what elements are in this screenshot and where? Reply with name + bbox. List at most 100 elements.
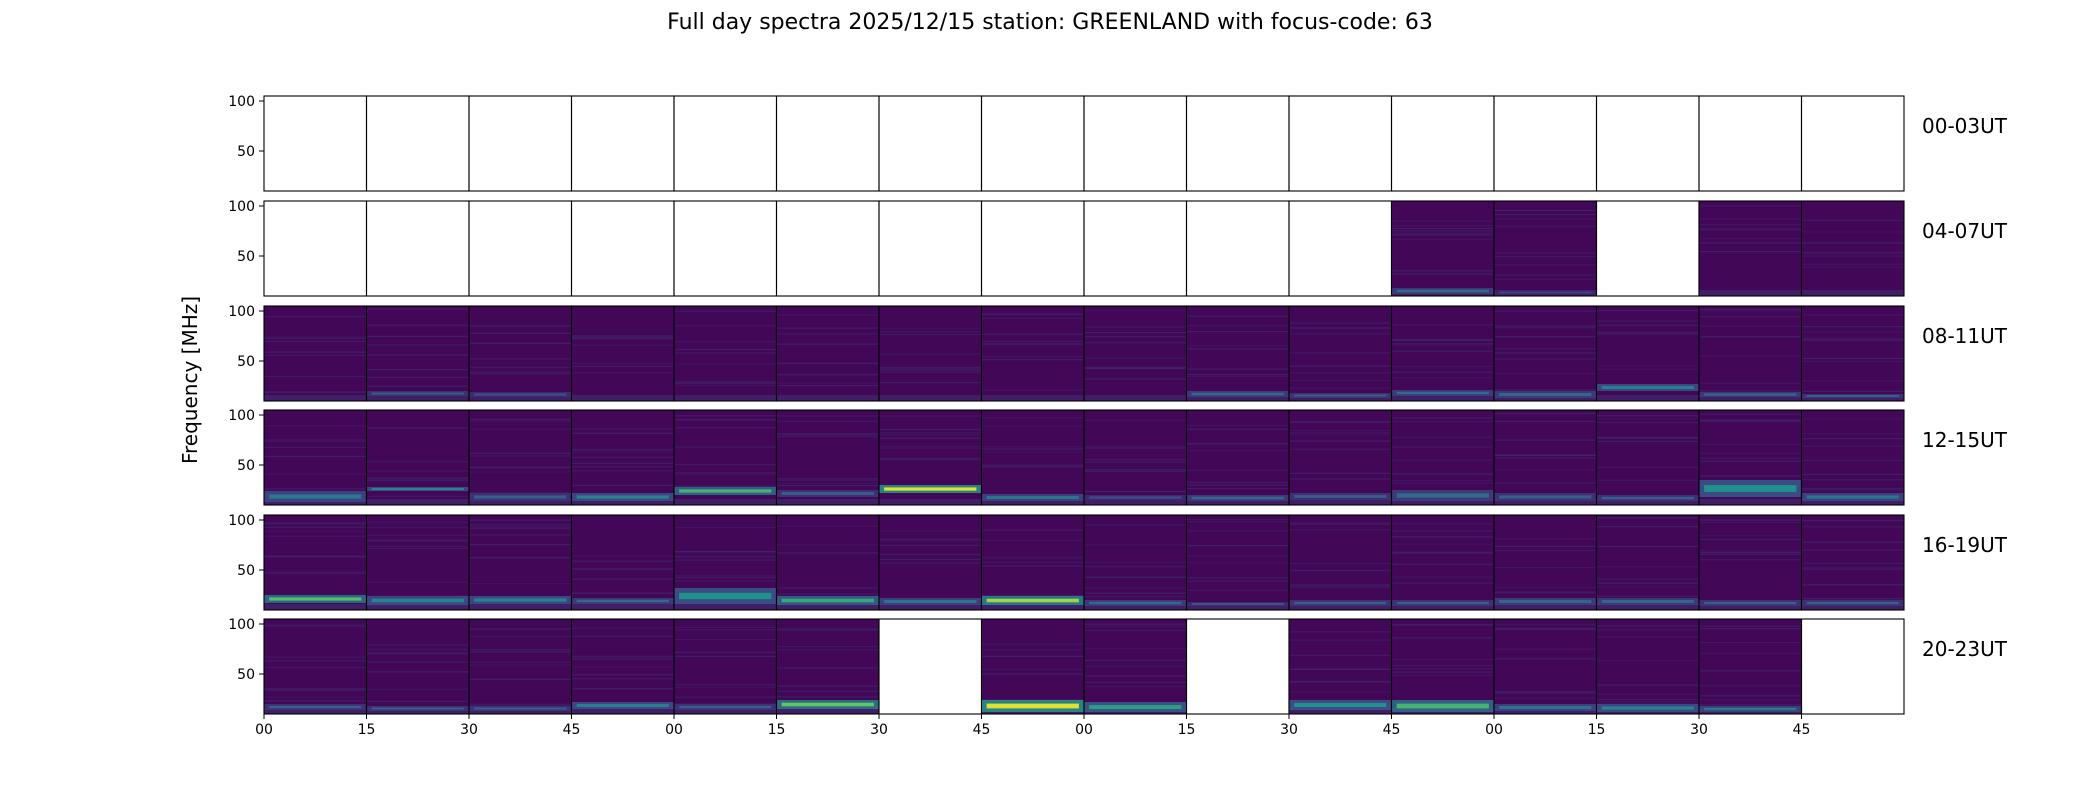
spectrum-texture-line — [981, 448, 1084, 450]
spectrum-texture-line — [1699, 460, 1802, 462]
spectrum-panel — [980, 305, 1085, 402]
spectrum-band-core — [1089, 601, 1182, 605]
spectrum-band-core — [884, 600, 977, 603]
spectrum-noise-floor — [674, 604, 777, 610]
spectrum-texture-line — [1801, 380, 1904, 382]
spectrum-noise-floor — [776, 499, 879, 505]
spectrum-texture-line — [1391, 665, 1494, 667]
spectrum-texture-line — [1084, 490, 1187, 492]
spectrum-panel — [1800, 409, 1905, 506]
spectrum-texture-line — [1801, 326, 1904, 328]
spectrum-texture-line — [981, 643, 1084, 645]
spectrum-texture-line — [674, 626, 777, 629]
spectrum-noise-floor — [776, 708, 879, 714]
spectrum-panel — [1493, 200, 1598, 297]
spectrum-texture-line — [1084, 681, 1187, 683]
spectrum-texture-line — [674, 485, 777, 487]
spectrum-panel — [263, 409, 368, 506]
panel-frame — [878, 618, 983, 715]
spectrum-texture-line — [1391, 637, 1494, 639]
spectrum-texture-line — [1494, 469, 1597, 471]
spectra-row-04-07ut: 100 50 04-07UT — [228, 199, 2008, 297]
spectrum-texture-line — [879, 327, 982, 329]
spectrum-texture-line — [1289, 631, 1392, 633]
spectrum-texture-line — [1289, 322, 1392, 324]
spectrum-texture-line — [879, 371, 982, 373]
spectrum-texture-line — [879, 429, 982, 431]
spectrum-texture-line — [1289, 691, 1392, 693]
spectrum-background — [1699, 201, 1802, 296]
spectrum-texture-line — [1494, 209, 1597, 212]
spectrum-texture-line — [264, 315, 367, 318]
spectrum-panel — [570, 305, 675, 402]
spectrum-panel — [1390, 618, 1495, 715]
spectrum-texture-line — [264, 439, 367, 441]
spectrum-background — [776, 619, 879, 714]
spectrum-panel — [1083, 95, 1188, 192]
spectrum-texture-line — [981, 556, 1084, 558]
spectrum-texture-line — [981, 565, 1084, 567]
spectrum-texture-line — [1596, 636, 1699, 638]
spectrum-texture-line — [674, 348, 777, 351]
x-tick-label: 30 — [460, 722, 478, 738]
spectrum-texture-line — [1596, 440, 1699, 443]
panel-frame — [1083, 200, 1188, 297]
spectrum-band-core — [1294, 394, 1387, 397]
spectrum-band-core — [576, 495, 669, 499]
spectrum-texture-line — [264, 572, 367, 575]
spectrum-texture-line — [1596, 526, 1699, 528]
spectrum-texture-line — [366, 581, 469, 583]
spectrum-texture-line — [1494, 454, 1597, 456]
spectrum-texture-line — [879, 530, 982, 532]
spectrum-background — [571, 515, 674, 610]
spectrum-texture-line — [366, 539, 469, 541]
panel-frame — [468, 200, 573, 297]
spectrum-texture-line — [879, 434, 982, 436]
spectrum-texture-line — [1186, 521, 1289, 523]
spectrum-texture-line — [776, 628, 879, 630]
spectrum-texture-line — [1289, 421, 1392, 423]
spectrum-texture-line — [1084, 331, 1187, 334]
spectrum-texture-line — [1084, 675, 1187, 677]
spectrum-panel — [468, 409, 573, 506]
spectrum-panel — [980, 200, 1085, 297]
spectrum-texture-line — [1289, 387, 1392, 389]
spectrum-texture-line — [1494, 274, 1597, 276]
spectrum-texture-line — [1289, 327, 1392, 330]
spectrum-band-core — [371, 488, 464, 490]
spectrum-texture-line — [879, 553, 982, 555]
panel-frame — [570, 95, 675, 192]
spectrum-texture-line — [981, 425, 1084, 427]
spectrum-texture-line — [1494, 624, 1597, 626]
spectrum-noise-floor — [981, 395, 1084, 401]
spectrum-noise-floor — [1699, 290, 1802, 296]
spectrum-band-core — [1499, 600, 1592, 603]
spectrum-noise-floor — [981, 604, 1084, 610]
spectrum-texture-line — [469, 661, 572, 664]
y-tick-label: 100 — [228, 513, 255, 529]
spectrum-background — [1391, 201, 1494, 296]
spectrum-noise-floor — [1391, 395, 1494, 401]
spectrum-texture-line — [1494, 412, 1597, 415]
spectrum-texture-line — [776, 482, 879, 484]
panel-frame — [1800, 95, 1905, 192]
spectrum-background — [1084, 410, 1187, 505]
spectrum-texture-line — [1186, 428, 1289, 430]
panel-frame — [980, 95, 1085, 192]
spectrum-noise-floor — [1084, 604, 1187, 610]
spectrum-panel — [1493, 95, 1598, 192]
spectrum-texture-line — [1186, 530, 1289, 532]
y-tick-label: 100 — [228, 617, 255, 633]
spectrum-band-core — [576, 599, 669, 603]
spectrum-texture-line — [1289, 448, 1392, 450]
spectrum-texture-line — [1699, 551, 1802, 554]
spectrum-panel — [1083, 305, 1188, 402]
panel-frame — [263, 200, 368, 297]
spectrum-texture-line — [1801, 487, 1904, 490]
spectrum-texture-line — [469, 527, 572, 529]
spectrum-texture-line — [776, 435, 879, 438]
spectrum-texture-line — [1391, 365, 1494, 368]
spectrum-texture-line — [366, 354, 469, 356]
spectrum-texture-line — [1084, 544, 1187, 546]
